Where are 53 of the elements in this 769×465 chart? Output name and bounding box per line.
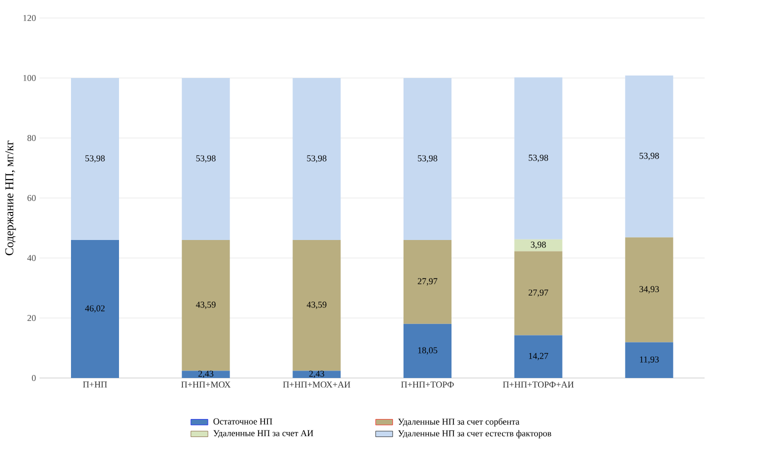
legend-label: Удаленные НП за счет естеств факторов	[398, 430, 552, 438]
data-label: 53,98	[85, 155, 105, 163]
bar	[182, 78, 230, 240]
y-axis-title: Содержание НП, мг/кг	[5, 140, 16, 256]
x-tick-label: П+НП+МОХ	[181, 382, 231, 388]
legend-label: Удаленные НП за счет сорбента	[398, 418, 520, 427]
bar	[71, 78, 119, 240]
y-tick-label: 120	[23, 14, 36, 22]
data-label: 53,98	[640, 152, 659, 160]
bar	[404, 324, 452, 378]
x-tick-label: П+НП+ТОРФ	[401, 382, 454, 388]
y-tick-label: 0	[32, 374, 36, 382]
data-label: 46,02	[85, 305, 105, 313]
data-label: 2,43	[198, 370, 214, 378]
x-tick-label: П+НП+ТОРФ+АИ	[502, 382, 574, 388]
legend-label: Остаточное НП	[213, 418, 272, 424]
bar	[71, 240, 119, 378]
data-label: 18,05	[418, 347, 438, 355]
data-label: 34,93	[640, 286, 659, 294]
data-label: 3,98	[530, 242, 546, 249]
bar	[514, 239, 562, 252]
y-tick-label: 20	[27, 314, 36, 322]
data-label: 43,59	[306, 302, 326, 309]
bar	[514, 77, 562, 240]
bar	[404, 78, 452, 240]
data-label: 14,27	[529, 352, 548, 360]
data-label: 53,98	[307, 155, 326, 163]
bar	[514, 251, 562, 336]
data-label: 11,93	[640, 356, 659, 364]
data-label: 43,59	[196, 302, 216, 309]
y-tick-label: 40	[27, 254, 36, 262]
data-label: 27,97	[528, 290, 548, 297]
bar	[514, 335, 562, 378]
legend-label: Удаленные НП за счет АИ	[213, 430, 314, 438]
bar	[292, 240, 341, 371]
bar	[625, 75, 674, 238]
bar	[625, 342, 674, 378]
x-tick-label: П+НП+МОХ+АИ	[283, 382, 350, 388]
x-tick-label: П+НП	[83, 382, 107, 388]
data-label: 53,98	[418, 155, 438, 163]
y-tick-label: 100	[23, 74, 36, 82]
data-label: 53,98	[528, 154, 548, 162]
data-label: 27,97	[418, 278, 438, 286]
bar	[625, 237, 674, 342]
y-tick-label: 80	[27, 134, 36, 142]
bar	[404, 240, 452, 324]
bar	[292, 370, 341, 378]
y-tick-label: 60	[27, 194, 36, 202]
data-label: 53,98	[196, 155, 216, 163]
bar	[182, 370, 230, 378]
bar	[182, 240, 230, 371]
data-label: 2,43	[309, 370, 324, 378]
bar	[292, 78, 341, 240]
